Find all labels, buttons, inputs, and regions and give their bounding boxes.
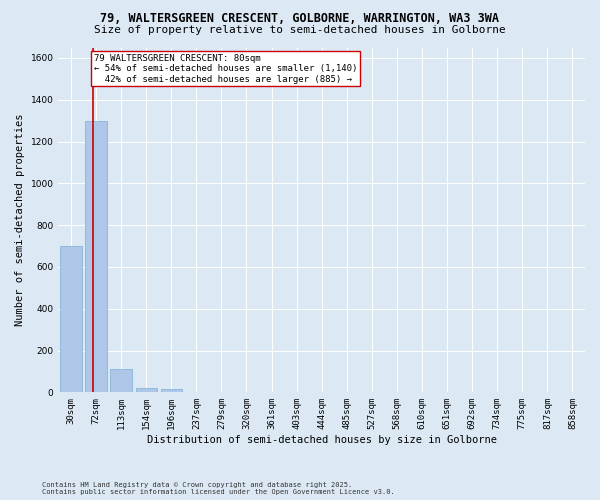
Y-axis label: Number of semi-detached properties: Number of semi-detached properties: [15, 114, 25, 326]
Bar: [60, 246, 82, 392]
Text: 79 WALTERSGREEN CRESCENT: 80sqm
← 54% of semi-detached houses are smaller (1,140: 79 WALTERSGREEN CRESCENT: 80sqm ← 54% of…: [94, 54, 358, 84]
Text: 79, WALTERSGREEN CRESCENT, GOLBORNE, WARRINGTON, WA3 3WA: 79, WALTERSGREEN CRESCENT, GOLBORNE, WAR…: [101, 12, 499, 26]
Bar: [161, 389, 182, 392]
Bar: [85, 120, 107, 392]
Bar: [136, 388, 157, 392]
Text: Size of property relative to semi-detached houses in Golborne: Size of property relative to semi-detach…: [94, 25, 506, 35]
X-axis label: Distribution of semi-detached houses by size in Golborne: Distribution of semi-detached houses by …: [147, 435, 497, 445]
Bar: [110, 370, 132, 392]
Text: Contains HM Land Registry data © Crown copyright and database right 2025.
Contai: Contains HM Land Registry data © Crown c…: [42, 482, 395, 495]
